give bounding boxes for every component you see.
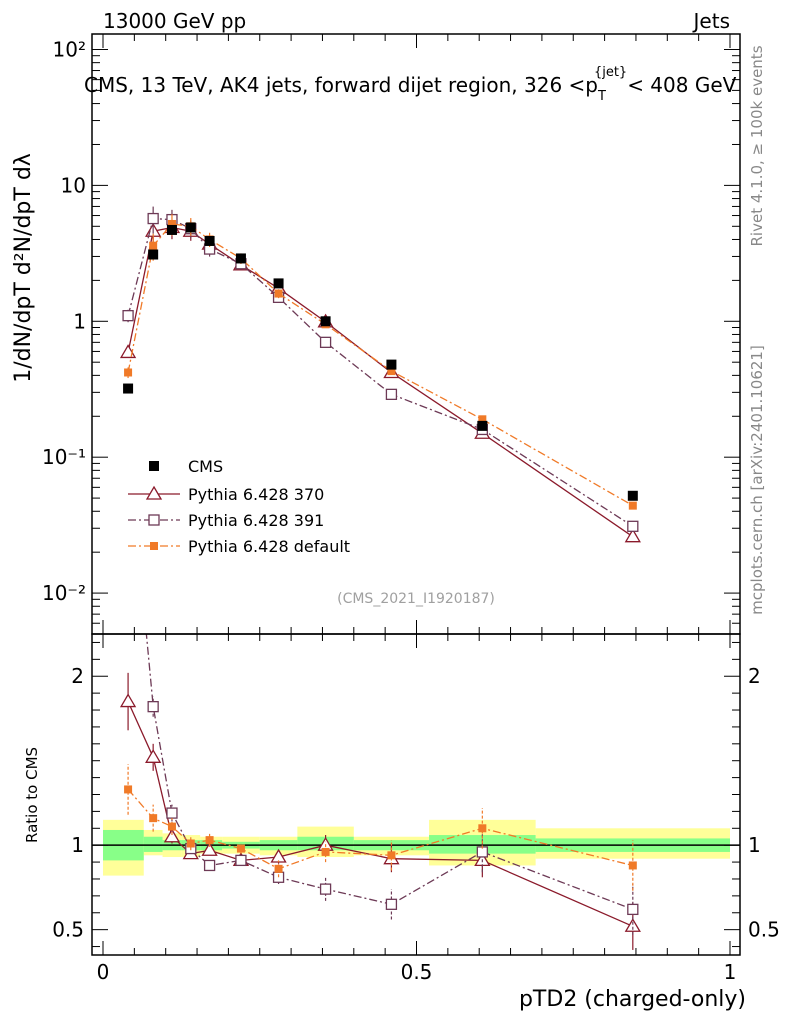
ratio-point-pythia-6-428-default (205, 836, 214, 845)
data-point-pythia-6-428-default (628, 501, 637, 510)
data-point-pythia-6-428-391 (627, 520, 639, 532)
legend-label: CMS (188, 457, 223, 476)
ratio-point-pythia-6-428-default (628, 861, 637, 870)
ratio-point-pythia-6-428-default (274, 864, 283, 873)
header-left: 13000 GeV pp (103, 9, 246, 33)
data-point-pythia-6-428-default (387, 367, 396, 376)
main-panel-series (119, 206, 641, 543)
data-point-pythia-6-428-370 (624, 528, 641, 543)
data-point-pythia-6-428-default (478, 415, 487, 424)
ratio-point-pythia-6-428-391 (319, 883, 332, 895)
ratio-tick-label-left: 2 (71, 664, 84, 688)
ratio-point-pythia-6-428-391 (235, 854, 247, 867)
ratio-tick-label-right: 2 (748, 664, 761, 688)
legend-label: Pythia 6.428 391 (188, 511, 324, 530)
data-point-cms (386, 359, 397, 370)
data-point-cms (204, 235, 215, 246)
data-point-cms (320, 316, 331, 327)
x-tick-label: 0.5 (401, 960, 433, 984)
legend: CMS Pythia 6.428 370 Pythia 6.428 391 Pythi… (128, 457, 350, 556)
side-label-top: Rivet 4.1.0, ≥ 100k events (748, 45, 766, 246)
legend-label: Pythia 6.428 370 (188, 485, 324, 504)
ratio-point-pythia-6-428-370 (145, 749, 162, 763)
series-layer (119, 206, 641, 950)
data-point-cms (235, 253, 246, 264)
ratio-point-pythia-6-428-default (149, 814, 158, 823)
ratio-point-pythia-6-428-391 (203, 859, 216, 872)
x-axis-label: pTD2 (charged-only) (519, 987, 746, 1012)
ratio-line-pythia-6-428-370 (127, 701, 634, 927)
ratio-tick-label-left: 1 (71, 833, 84, 857)
legend-marker (150, 542, 158, 550)
data-point-cms (166, 224, 177, 235)
side-label-bottom: mcplots.cern.ch [arXiv:2401.10621] (748, 345, 766, 615)
ratio-point-pythia-6-428-370 (119, 693, 137, 708)
ratio-line-pythia-6-428-391 (145, 634, 634, 911)
ratio-tick-label-right: 1 (748, 833, 761, 857)
data-point-pythia-6-428-default (274, 289, 283, 298)
ratio-y-axis-label: Ratio to CMS (23, 747, 41, 843)
data-point-pythia-6-428-391 (385, 388, 398, 400)
ratio-point-pythia-6-428-391 (123, 435, 133, 445)
ratio-tick-label-right: 0.5 (748, 918, 780, 942)
x-tick-label: 1 (724, 960, 737, 984)
ratio-point-pythia-6-428-default (321, 847, 330, 856)
ratio-point-pythia-6-428-370 (163, 828, 181, 843)
data-point-cms (477, 420, 488, 431)
ratio-point-pythia-6-428-default (124, 785, 133, 794)
data-point-pythia-6-428-370 (119, 344, 137, 359)
ratio-point-pythia-6-428-default (167, 822, 176, 831)
data-point-cms (627, 490, 638, 501)
legend-marker (145, 485, 163, 500)
axis-ticks: 0 0.5 1 10⁻² 10⁻¹ 1 10 10² 0.5 0.5 1 1 2 2 (42, 34, 780, 984)
legend-marker (149, 461, 159, 471)
ratio-point-pythia-6-428-391 (627, 903, 639, 916)
data-point-pythia-6-428-391 (122, 310, 134, 322)
y-tick-label: 10⁻¹ (42, 445, 86, 469)
data-point-pythia-6-428-default (124, 368, 133, 377)
ratio-point-pythia-6-428-370 (201, 841, 218, 856)
legend-marker (148, 514, 160, 526)
data-point-cms (123, 383, 134, 394)
data-point-pythia-6-428-default (167, 219, 176, 228)
ratio-point-pythia-6-428-391 (385, 898, 398, 910)
ratio-frame (91, 633, 741, 956)
inner-band-bin (143, 836, 163, 852)
data-point-pythia-6-428-default (149, 241, 158, 250)
header-right: Jets (692, 9, 730, 33)
data-point-cms (185, 222, 196, 233)
y-tick-label: 10⁻² (42, 581, 86, 605)
plot-title-sub: T (597, 89, 606, 104)
y-axis-label: 1/dN/dpT d²N/dpT dλ (11, 153, 36, 383)
plot-title-main: CMS, 13 TeV, AK4 jets, forward dijet reg… (84, 73, 598, 97)
series-line-pythia-6-428-391 (127, 217, 634, 527)
ratio-panel-series (119, 435, 641, 950)
data-point-cms (273, 278, 284, 289)
ratio-point-pythia-6-428-default (186, 839, 195, 848)
x-tick-label: 0 (97, 960, 110, 984)
ratio-point-pythia-6-428-default (387, 851, 396, 860)
ratio-tick-label-left: 0.5 (52, 918, 84, 942)
y-tick-label: 10² (53, 37, 86, 61)
y-tick-label: 10 (61, 173, 86, 197)
watermark: (CMS_2021_I1920187) (337, 591, 495, 607)
data-point-pythia-6-428-391 (147, 212, 159, 225)
plot-title-sup: {jet} (594, 65, 627, 80)
y-tick-label: 1 (73, 309, 86, 333)
ratio-point-pythia-6-428-370 (624, 917, 641, 932)
ratio-point-pythia-6-428-391 (166, 807, 178, 819)
plot-title-tail: < 408 GeV (627, 73, 736, 97)
data-point-pythia-6-428-391 (319, 336, 332, 348)
plot-title: CMS, 13 TeV, AK4 jets, forward dijet reg… (84, 65, 737, 104)
ratio-point-pythia-6-428-391 (147, 700, 159, 713)
ratio-point-pythia-6-428-default (236, 844, 245, 853)
ratio-point-pythia-6-428-default (478, 824, 487, 833)
legend-label: Pythia 6.428 default (188, 537, 350, 556)
data-point-cms (148, 249, 159, 260)
